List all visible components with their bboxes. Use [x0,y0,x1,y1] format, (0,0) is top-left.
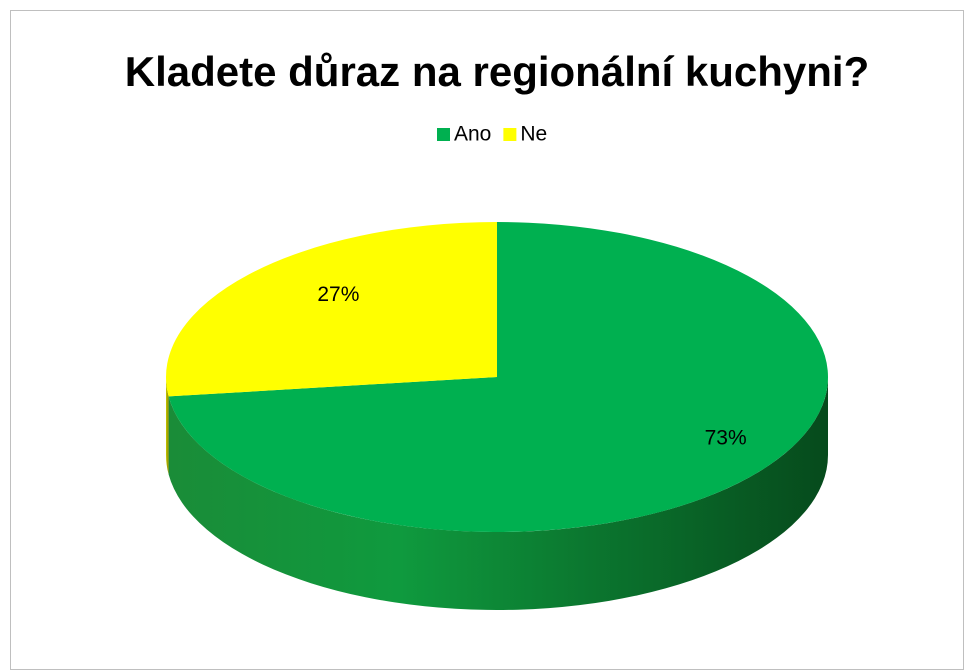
slice-side [168,377,828,611]
data-label: 73% [705,426,747,449]
legend-swatch [503,128,517,141]
slice-side [166,377,169,475]
legend: Ano Ne [437,123,547,146]
chart-title: Kladete důraz na regionální kuchyni? [125,48,869,95]
slice [165,222,497,397]
legend-label: Ano [454,123,491,146]
pie: 73% 27% [165,222,828,611]
data-label: 27% [317,283,359,306]
slice [168,222,828,532]
legend-label: Ne [520,123,547,146]
legend-swatch [437,128,450,141]
